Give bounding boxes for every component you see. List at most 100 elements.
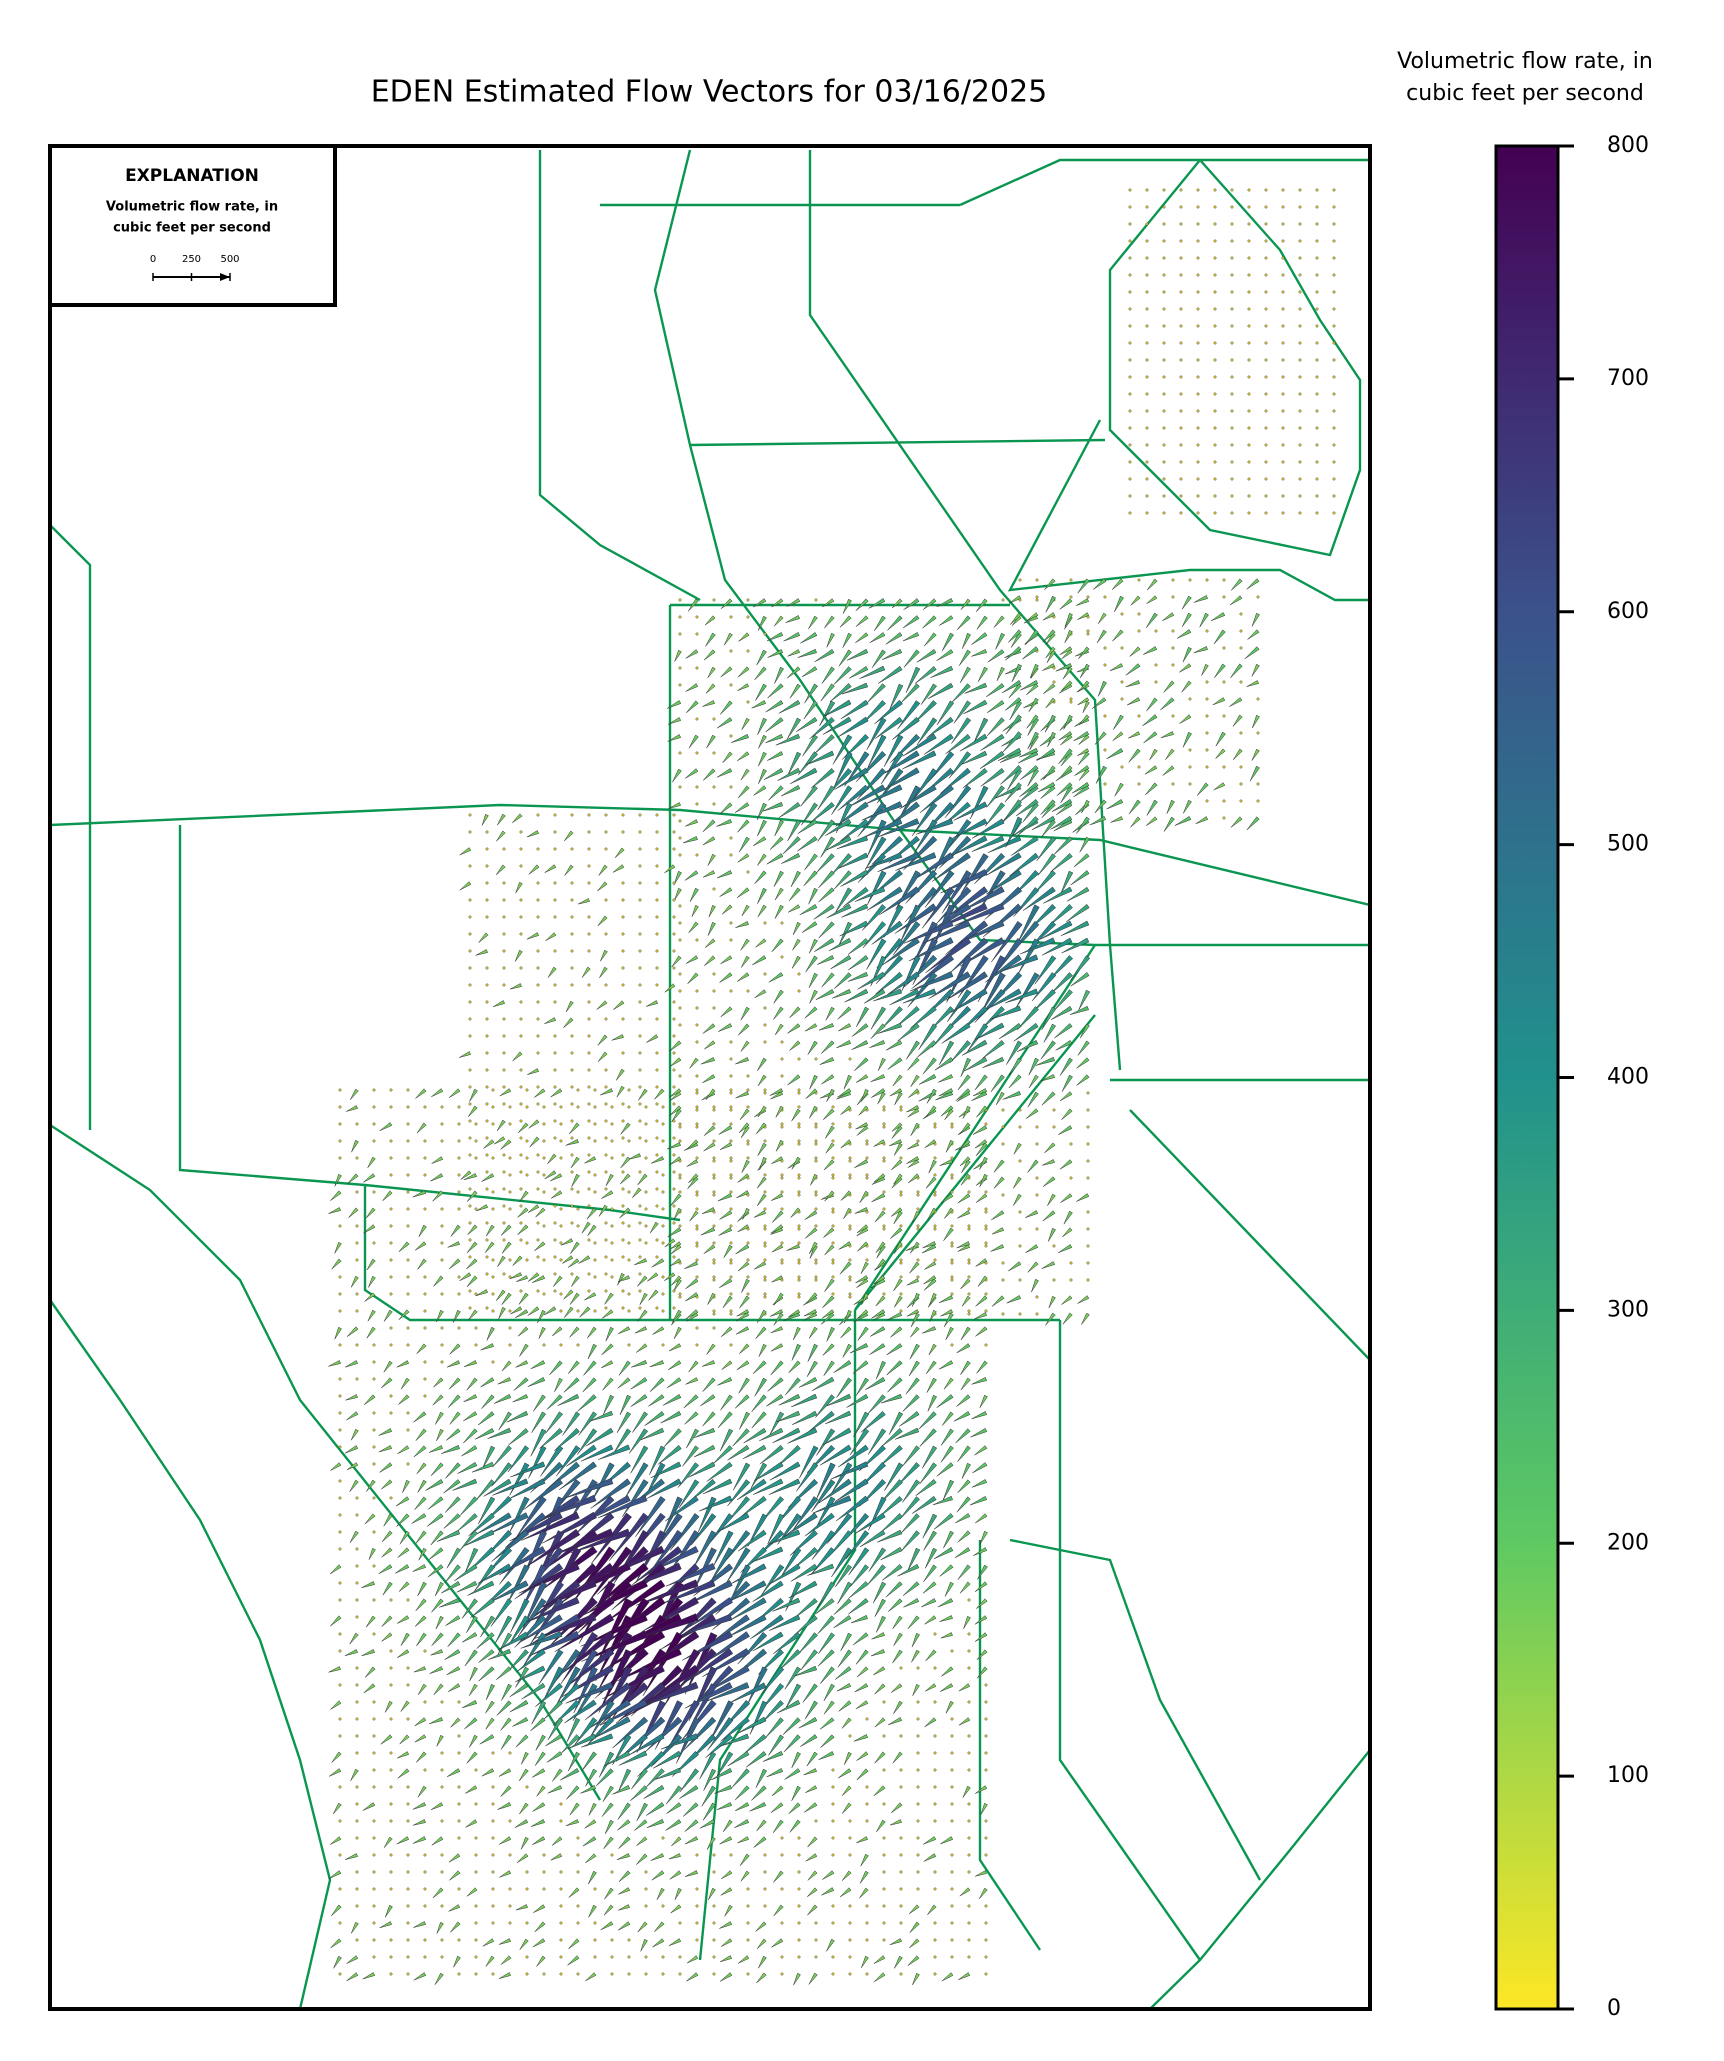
flow-arrow [545,932,557,942]
colorbar-tick-label: 100 [1607,1763,1649,1788]
flow-dot [984,1122,988,1126]
flow-arrow [526,932,540,940]
flow-arrow [736,1190,750,1199]
flow-arrow [1215,748,1226,759]
flow-dot [519,1221,523,1225]
flow-arrow [412,1836,427,1844]
flow-arrow [906,1040,920,1060]
flow-dot [457,1156,461,1160]
flow-arrow [771,1275,784,1283]
flow-dot [678,1972,682,1976]
flow-arrow [1043,1023,1057,1043]
flow-arrow [1066,903,1090,922]
flow-arrow [735,921,749,928]
flow-arrow [761,1666,785,1695]
flow-dot [763,1173,767,1177]
flow-dot [672,847,676,851]
flow-arrow [588,1870,597,1885]
flow-arrow [719,887,733,897]
flow-arrow [685,1309,699,1320]
flow-arrow [789,683,801,699]
flow-dot [729,683,733,687]
flow-dot [1230,409,1234,413]
flow-arrow [815,1462,836,1500]
flow-arrow [1050,815,1073,830]
flow-dot [1315,290,1319,294]
flow-dot [916,1275,920,1279]
flow-arrow [939,1159,953,1166]
flow-dot [763,1292,767,1296]
flow-dot [729,836,733,840]
flow-dot [355,1683,359,1687]
flow-arrow [909,1261,920,1274]
flow-arrow [1213,629,1226,645]
flow-arrow [554,1427,580,1452]
flow-dot [474,1292,478,1296]
flow-arrow [643,1784,665,1799]
flow-arrow [840,1190,852,1201]
flow-dot [502,847,506,851]
flow-dot [984,1819,988,1823]
flow-arrow [957,1210,971,1219]
flow-dot [508,1904,512,1908]
flow-arrow [857,801,887,838]
flow-dot [1332,222,1336,226]
flow-dot [1001,1261,1005,1265]
flow-dot [1162,443,1166,447]
flow-dot [553,1221,557,1225]
flow-arrow [956,1394,971,1407]
flow-dot [406,1292,410,1296]
flow-arrow [788,887,801,902]
flow-dot [1145,494,1149,498]
colorbar-tick-label: 0 [1607,1996,1621,2021]
flow-dot [984,1309,988,1313]
flow-dot [678,1224,682,1228]
flow-dot [1145,443,1149,447]
flow-dot [355,1734,359,1738]
flow-arrow [416,1462,427,1475]
flow-dot [587,1136,591,1140]
flow-dot [553,898,557,902]
flow-dot [423,1938,427,1942]
flow-dot [831,1224,835,1228]
flow-arrow [478,932,489,943]
flow-dot [406,1258,410,1262]
flow-dot [593,1921,597,1925]
flow-dot [1162,358,1166,362]
flow-arrow [922,1241,936,1249]
flow-dot [729,1261,733,1265]
flow-arrow [927,1904,937,1915]
flow-arrow [851,1040,869,1050]
flow-dot [712,751,716,755]
flow-dot [468,1221,472,1225]
flow-dot [1052,1108,1056,1112]
flow-arrow [834,1666,852,1680]
flow-arrow [873,1139,886,1147]
flow-arrow [550,1528,614,1557]
flow-arrow [800,785,818,807]
flow-arrow [515,1360,529,1368]
flow-arrow [769,1088,784,1096]
flow-arrow [894,903,937,934]
flow-dot [1196,443,1200,447]
flow-dot [468,1034,472,1038]
flow-arrow [870,1023,886,1039]
flow-dot [519,830,523,834]
flow-dot [967,1870,971,1874]
flow-dot [627,1938,631,1942]
flow-dot [372,1938,376,1942]
flow-arrow [768,1734,785,1756]
flow-arrow [1215,731,1226,747]
flow-arrow [941,1972,954,1982]
flow-dot [1196,273,1200,277]
flow-arrow [1041,1261,1056,1269]
flow-arrow [971,835,1005,852]
flow-arrow [958,1972,971,1981]
flow-dot [406,1921,410,1925]
flow-arrow [860,1261,869,1274]
flow-arrow [632,1411,649,1433]
flow-arrow [1045,697,1056,709]
flow-arrow [446,1547,462,1569]
flow-arrow [577,1428,598,1455]
